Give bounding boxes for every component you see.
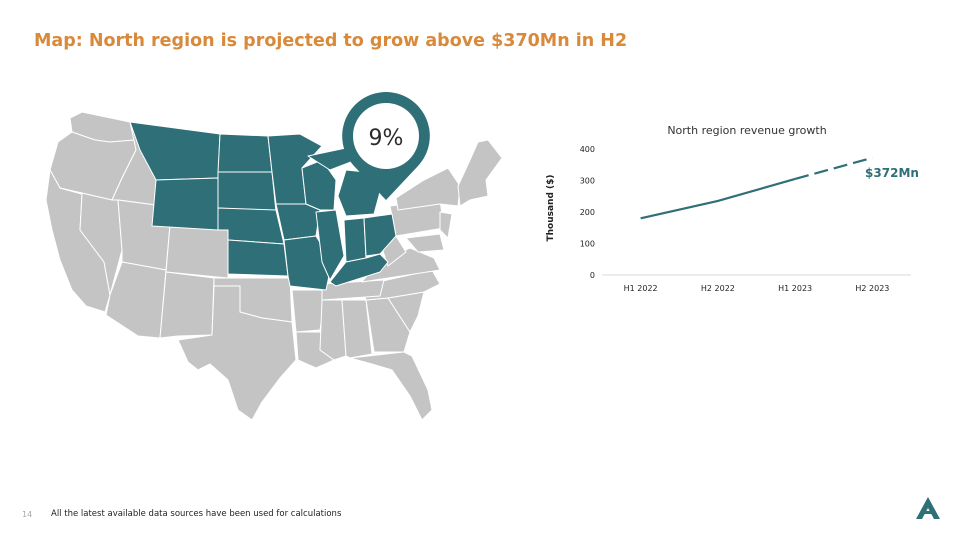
y-tick-label: 100	[580, 240, 595, 249]
state-texas	[177, 285, 297, 421]
state-kentucky	[329, 253, 389, 287]
chart-y-axis-label: Thousand ($)	[546, 174, 556, 241]
x-tick-label: H1 2023	[778, 284, 812, 293]
company-logo	[916, 497, 940, 519]
chart-title: North region revenue growth	[667, 124, 826, 137]
x-tick-label: H2 2023	[855, 284, 889, 293]
state-mississippi	[319, 299, 347, 361]
page-number: 14	[22, 510, 33, 519]
series-line-actual	[640, 177, 796, 220]
state-ohio	[363, 213, 397, 257]
y-tick-label: 200	[580, 208, 595, 217]
footnote: All the latest available data sources ha…	[51, 509, 342, 519]
y-tick-label: 0	[590, 271, 595, 280]
y-tick-label: 300	[580, 177, 595, 186]
map-callout: 9%	[342, 92, 430, 200]
state-arkansas	[291, 289, 327, 333]
x-tick-label: H2 2022	[701, 284, 735, 293]
state-maryland	[405, 233, 445, 253]
y-tick-label: 400	[580, 145, 595, 154]
state-florida	[349, 351, 433, 421]
callout-value: 9%	[369, 126, 404, 151]
series-line-projected	[794, 156, 873, 180]
state-new-mexico	[159, 271, 215, 339]
state-alabama	[341, 299, 373, 359]
x-tick-label: H1 2022	[624, 284, 658, 293]
state-new-england	[457, 139, 503, 207]
slide-title: Map: North region is projected to grow a…	[34, 31, 628, 51]
chart-annotation: $372Mn	[865, 166, 919, 180]
state-illinois	[315, 209, 345, 281]
state-new-jersey	[439, 211, 453, 239]
